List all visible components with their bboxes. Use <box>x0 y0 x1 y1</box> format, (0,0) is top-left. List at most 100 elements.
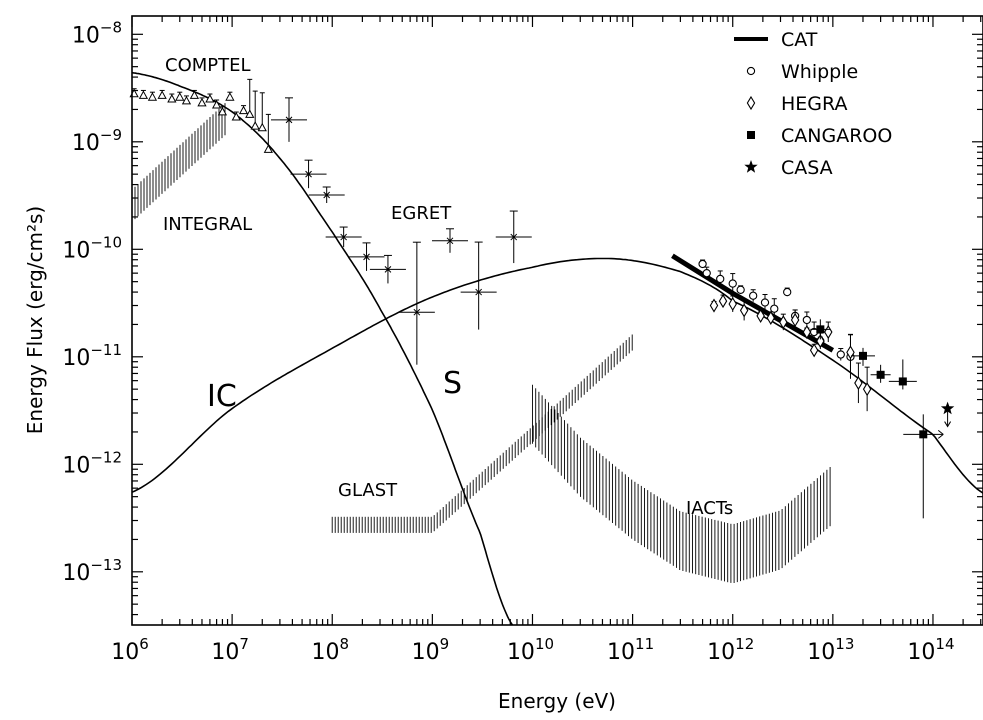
integral-band <box>131 103 226 222</box>
egret-point <box>384 266 392 273</box>
hegra-point <box>739 303 749 318</box>
casa-limit-arrow <box>944 421 952 428</box>
comptel-point <box>217 106 228 116</box>
comptel-point <box>238 105 249 115</box>
egret-point <box>413 308 421 316</box>
series-casa <box>940 401 955 428</box>
comptel-point <box>197 97 207 107</box>
hegra-point <box>846 345 855 360</box>
y-tick-label: 10−9 <box>72 126 122 156</box>
egret-point <box>323 191 331 199</box>
x-tick-label: 1014 <box>907 635 954 665</box>
hegra-point <box>766 310 776 325</box>
y-tick-label: 10−8 <box>72 18 122 48</box>
model-curves <box>131 71 983 626</box>
x-tick-label: 1013 <box>807 635 854 665</box>
egret-point <box>285 116 293 124</box>
whipple-point <box>728 279 737 288</box>
comptel-point <box>167 93 177 103</box>
s-label: S <box>443 366 462 401</box>
plot-frame <box>131 15 983 626</box>
x-tick-label: 106 <box>111 635 149 665</box>
hegra-point <box>756 308 765 323</box>
iacts-band <box>532 384 831 583</box>
legend-label-casa: CASA <box>781 157 833 179</box>
upper-limit-arrow <box>937 429 944 439</box>
egret-point <box>363 253 370 261</box>
x-tick-label: 1011 <box>607 635 654 665</box>
cangaroo-point <box>816 325 825 334</box>
egret-point <box>340 233 348 241</box>
x-tick-label: 1010 <box>507 635 554 665</box>
whipple-point <box>783 287 792 297</box>
whipple-point <box>698 259 707 269</box>
whipple-point <box>802 315 812 325</box>
legend: CAT Whipple HEGRA CANGAROO CASA <box>734 29 892 179</box>
integral-label: INTEGRAL <box>163 214 252 235</box>
glast-band <box>331 334 633 533</box>
comptel-point <box>138 90 149 99</box>
comptel-point <box>211 99 222 109</box>
whipple-point <box>749 291 758 300</box>
egret-point <box>510 233 518 241</box>
x-tick-label: 109 <box>412 635 450 665</box>
hegra-point <box>816 334 825 349</box>
comptel-point <box>181 95 192 105</box>
hegra-point <box>718 293 728 309</box>
comptel-point <box>250 121 260 130</box>
sensitivity-bands <box>131 103 831 583</box>
cangaroo-point <box>919 430 928 439</box>
series-egret <box>271 97 532 365</box>
comptel-point <box>157 90 167 99</box>
legend-casa-marker <box>744 160 758 173</box>
egret-point <box>446 237 454 245</box>
hegra-point <box>779 315 788 330</box>
ic-label: IC <box>207 379 237 414</box>
series-hegra <box>709 293 872 412</box>
comptel-point <box>205 93 215 103</box>
legend-label-whipple: Whipple <box>781 61 858 83</box>
series-comptel <box>129 78 273 153</box>
egret-point <box>305 170 312 178</box>
whipple-point <box>736 285 745 294</box>
x-axis-title: Energy (eV) <box>498 689 616 713</box>
x-tick-label: 108 <box>311 635 349 665</box>
whipple-point <box>716 274 725 284</box>
comptel-point <box>257 122 267 132</box>
synchrotron-curve <box>131 71 514 626</box>
x-tick-label: 1012 <box>707 635 754 665</box>
legend-label-cangaroo: CANGAROO <box>781 125 892 147</box>
whipple-point <box>836 350 845 359</box>
cangaroo-point <box>898 377 907 386</box>
data-points <box>129 78 955 519</box>
comptel-point <box>225 92 235 101</box>
comptel-point <box>231 111 241 121</box>
y-tick-label: 10−11 <box>62 341 122 371</box>
cat-spectrum-line <box>671 253 835 353</box>
legend-label-hegra: HEGRA <box>781 93 847 115</box>
hegra-point <box>809 343 819 358</box>
comptel-point <box>175 92 185 101</box>
hegra-point <box>709 298 719 313</box>
y-tick-label: 10−13 <box>62 556 122 586</box>
glast-label: GLAST <box>338 480 398 501</box>
inverse-compton-curve <box>131 257 983 494</box>
x-tick-label: 107 <box>211 635 249 665</box>
series-cat <box>671 253 835 353</box>
hegra-point <box>728 296 737 312</box>
y-tick-label: 10−10 <box>62 233 122 263</box>
whipple-point <box>702 269 711 278</box>
iacts-label: IACTs <box>686 498 733 519</box>
cangaroo-point <box>876 370 885 379</box>
hegra-point <box>824 324 833 340</box>
comptel-point <box>147 92 158 101</box>
hegra-point <box>854 375 863 391</box>
series-cangaroo <box>810 319 944 519</box>
legend-label-cat: CAT <box>781 29 818 51</box>
comptel-label: COMPTEL <box>165 55 251 76</box>
casa-point <box>940 401 955 415</box>
y-axis-title: Energy Flux (erg/cm²s) <box>23 206 47 434</box>
hegra-point <box>802 324 812 340</box>
cangaroo-point <box>858 351 867 360</box>
